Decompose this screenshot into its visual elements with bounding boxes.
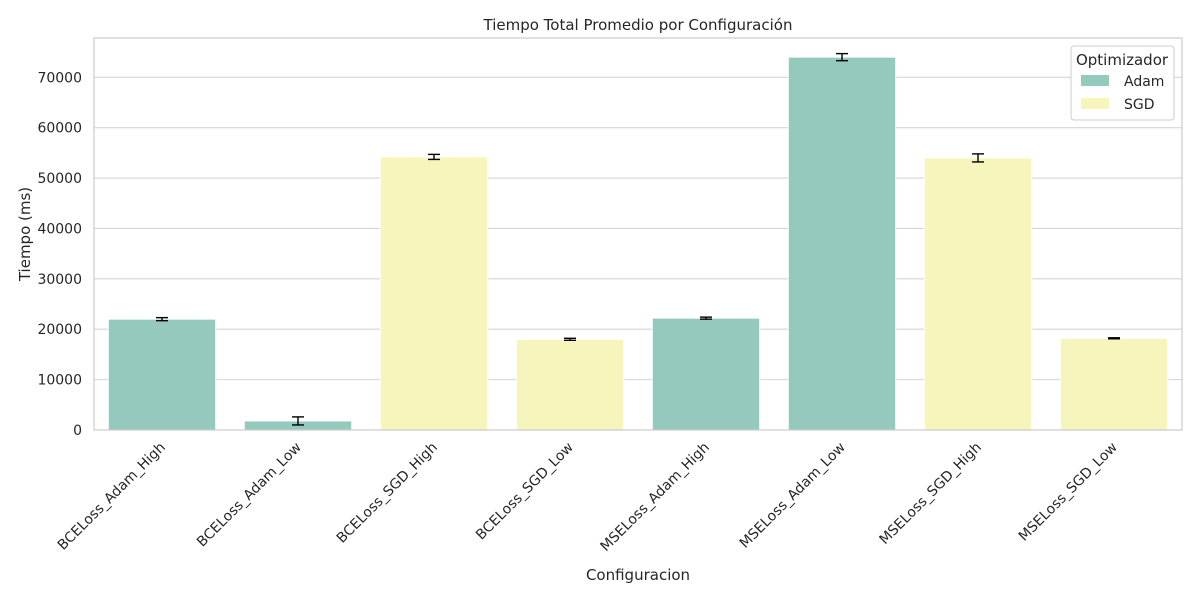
x-tick-label: MSELoss_Adam_Low	[737, 440, 849, 552]
error-bar	[972, 153, 984, 163]
legend-swatch-adam	[1081, 75, 1109, 86]
y-tick-label: 10000	[37, 373, 82, 389]
plot-frame	[93, 37, 1183, 431]
bar	[379, 156, 489, 431]
legend-label-adam: Adam	[1124, 74, 1164, 90]
y-tick-label: 30000	[37, 272, 82, 288]
legend: Optimizador Adam SGD	[1070, 45, 1175, 121]
bar	[107, 318, 217, 431]
error-bar	[156, 316, 168, 322]
gridlines	[94, 76, 1182, 431]
x-tick-label: MSELoss_SGD_High	[876, 440, 984, 548]
x-tick-label: BCELoss_Adam_High	[55, 440, 169, 554]
y-tick-label: 0	[73, 423, 82, 439]
bar	[1059, 337, 1169, 431]
error-bar	[700, 316, 712, 320]
y-axis-ticks: 0 10000 20000 30000 40000 50000 60000 70000	[37, 70, 82, 439]
legend-title: Optimizador	[1076, 51, 1169, 69]
bar	[787, 56, 897, 431]
error-bar	[428, 153, 440, 161]
chart-title: Tiempo Total Promedio por Configuración	[483, 16, 793, 34]
legend-label-sgd: SGD	[1124, 97, 1155, 113]
x-tick-label: MSELoss_Adam_High	[597, 440, 712, 555]
error-bar	[1108, 337, 1120, 340]
y-tick-label: 40000	[37, 221, 82, 237]
bar	[923, 157, 1033, 431]
error-bars	[156, 52, 1120, 426]
x-tick-label: BCELoss_SGD_High	[334, 440, 441, 547]
error-bar	[564, 337, 576, 342]
y-axis-title: Tiempo (ms)	[16, 187, 34, 282]
x-tick-label: MSELoss_SGD_Low	[1016, 440, 1121, 545]
y-tick-label: 20000	[37, 322, 82, 338]
error-bar	[292, 416, 304, 426]
legend-swatch-sgd	[1081, 98, 1109, 109]
y-tick-label: 70000	[37, 70, 82, 86]
y-tick-label: 60000	[37, 121, 82, 137]
bar	[515, 338, 625, 431]
y-tick-label: 50000	[37, 171, 82, 187]
x-axis-title: Configuracion	[586, 566, 690, 584]
error-bar	[836, 52, 848, 62]
bars	[107, 56, 1169, 431]
x-axis-ticks: BCELoss_Adam_High BCELoss_Adam_Low BCELoss…	[55, 440, 1121, 555]
x-tick-label: BCELoss_SGD_Low	[473, 440, 577, 544]
bar	[651, 317, 761, 431]
x-tick-label: BCELoss_Adam_Low	[194, 440, 305, 551]
